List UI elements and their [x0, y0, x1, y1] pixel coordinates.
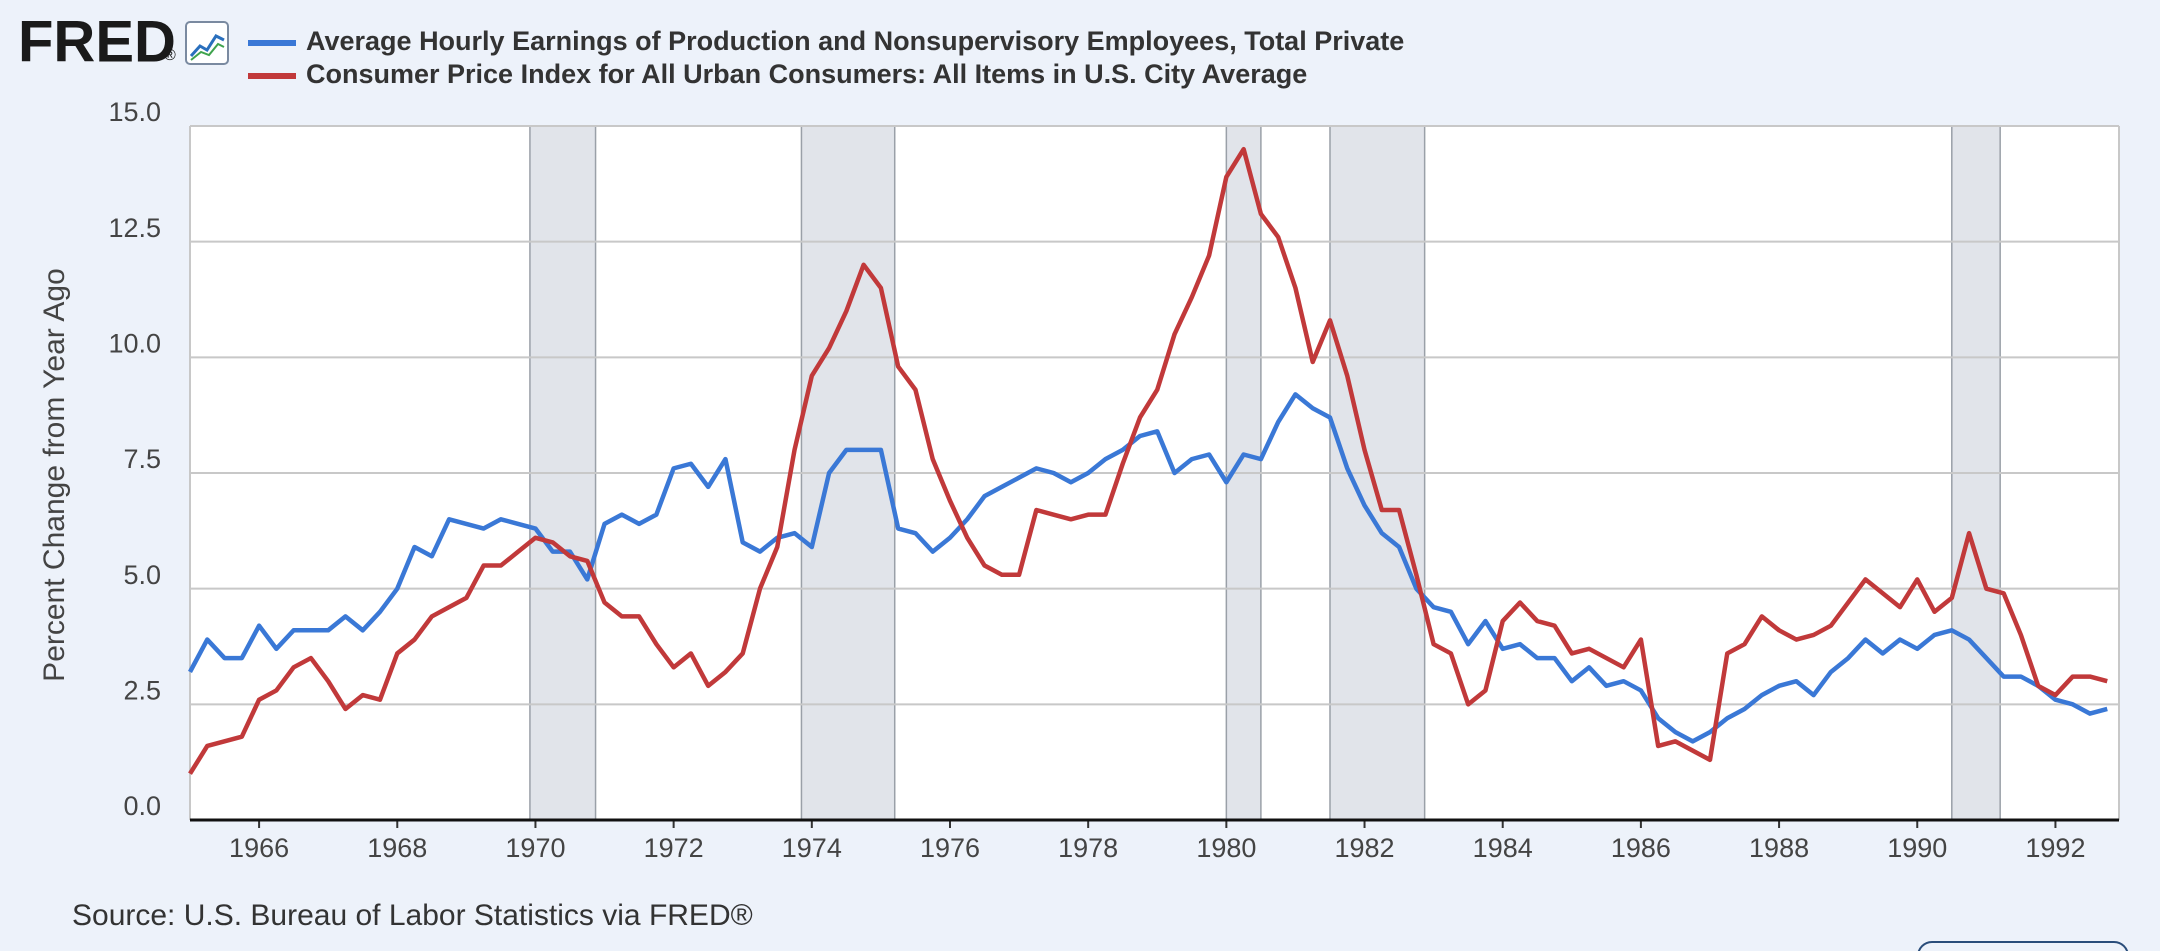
x-tick-label: 1982	[1334, 833, 1394, 863]
source: Source: U.S. Bureau of Labor Statistics …	[72, 899, 753, 932]
logo-icon	[185, 21, 229, 65]
x-tick-label: 1968	[367, 833, 427, 863]
y-tick-label: 7.5	[123, 444, 161, 474]
x-tick-label: 1972	[644, 833, 704, 863]
series-line	[188, 392, 2108, 744]
x-tick-label: 1974	[782, 833, 842, 863]
x-tick-label: 1980	[1196, 833, 1256, 863]
x-tick-label: 1966	[229, 833, 289, 863]
legend-label: Average Hourly Earnings of Production an…	[306, 26, 1404, 56]
legend-label: Consumer Price Index for All Urban Consu…	[306, 59, 1307, 89]
x-tick-label: 1984	[1473, 833, 1533, 863]
logo-mark: ®	[164, 47, 176, 64]
y-tick-label: 15.0	[108, 97, 161, 127]
y-tick-label: 12.5	[108, 213, 161, 243]
button[interactable]	[1917, 941, 2129, 951]
y-axis-label: Percent Change from Year Ago	[38, 268, 71, 682]
y-tick-label: 5.0	[123, 560, 161, 590]
x-tick-label: 1978	[1058, 833, 1118, 863]
series-line	[188, 146, 2108, 775]
logo: FRED	[18, 9, 176, 74]
y-tick-label: 2.5	[123, 675, 161, 705]
x-tick-label: 1986	[1611, 833, 1671, 863]
y-tick-label: 10.0	[108, 328, 161, 358]
x-tick-label: 1976	[920, 833, 980, 863]
x-tick-label: 1970	[505, 833, 565, 863]
x-tick-label: 1990	[1887, 833, 1947, 863]
x-tick-label: 1992	[2025, 833, 2085, 863]
x-tick-label: 1988	[1749, 833, 1809, 863]
y-tick-label: 0.0	[123, 791, 161, 821]
